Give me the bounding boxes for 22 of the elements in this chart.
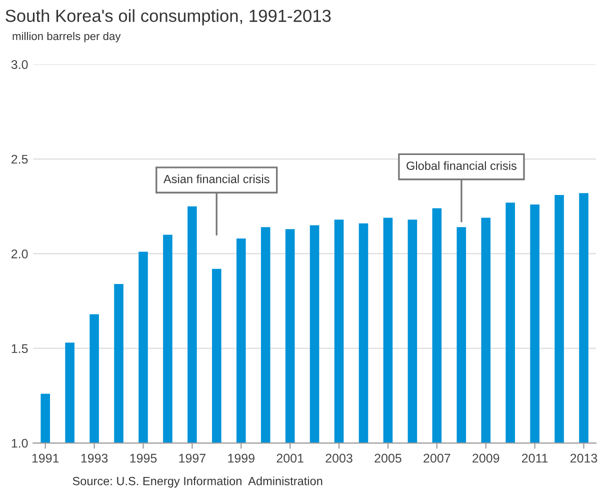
x-tick-label: 2001 bbox=[276, 454, 304, 463]
y-axis-title: million barrels per day bbox=[12, 32, 121, 42]
source-note: Source: U.S. Energy Information Administration bbox=[72, 476, 322, 488]
x-tick-label: 1991 bbox=[32, 454, 59, 463]
x-tick-label: 2011 bbox=[522, 454, 548, 463]
chart-title: South Korea's oil consumption, 1991-2013 bbox=[6, 9, 331, 26]
x-tick-label: 1999 bbox=[228, 454, 254, 463]
y-tick-label: 3.0 bbox=[11, 60, 28, 69]
x-tick-label: 2005 bbox=[374, 454, 402, 463]
x-tick-label: 2007 bbox=[424, 454, 450, 463]
x-tick-label: 2009 bbox=[472, 454, 500, 463]
y-tick-label: 2.0 bbox=[12, 249, 28, 258]
annotation: Asian financial crisis bbox=[163, 174, 270, 184]
x-tick-label: 1995 bbox=[130, 454, 157, 463]
x-tick-label: 1997 bbox=[179, 454, 206, 463]
x-tick-label: 2003 bbox=[326, 454, 352, 463]
x-tick-label: 2013 bbox=[570, 454, 598, 463]
annotation: Global financial crisis bbox=[406, 161, 516, 170]
y-tick-label: 2.5 bbox=[12, 154, 28, 164]
x-tick-label: 1993 bbox=[81, 454, 108, 463]
y-tick-label: 1.0 bbox=[12, 438, 28, 448]
y-tick-label: 1.5 bbox=[12, 344, 28, 354]
